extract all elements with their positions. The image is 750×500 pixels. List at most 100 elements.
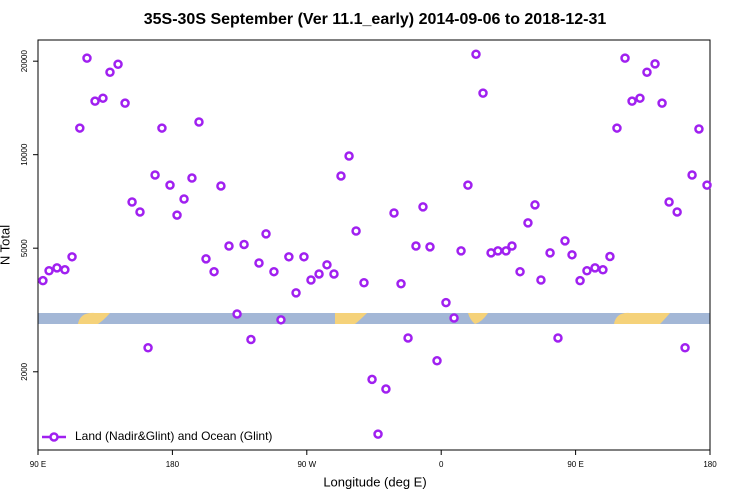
legend-label: Land (Nadir&Glint) and Ocean (Glint): [75, 429, 272, 443]
point: [38, 275, 48, 286]
point: [530, 200, 540, 210]
point: [507, 241, 517, 251]
point: [657, 98, 667, 108]
point: [536, 275, 546, 285]
point: [471, 49, 481, 59]
point: [456, 246, 466, 256]
point: [612, 123, 622, 133]
point: [306, 275, 316, 285]
point: [232, 309, 242, 319]
x-tick-label: 90 W: [297, 460, 316, 469]
point: [432, 356, 442, 366]
point: [515, 266, 525, 277]
plot-frame: [37, 39, 711, 451]
x-tick-label: 90 E: [30, 460, 46, 469]
point: [575, 275, 585, 286]
point: [179, 194, 189, 204]
point: [373, 429, 383, 439]
point: [254, 258, 264, 268]
x-tick-label: 180: [166, 460, 180, 469]
point: [82, 53, 92, 63]
point: [672, 207, 682, 217]
point: [567, 250, 577, 260]
point: [545, 248, 555, 258]
point: [553, 333, 563, 343]
point: [284, 252, 294, 262]
point: [105, 67, 115, 77]
point: [90, 96, 100, 106]
point: [389, 208, 399, 218]
point: [314, 269, 324, 279]
point: [411, 241, 421, 251]
chart-title: 35S-30S September (Ver 11.1_early) 2014-…: [144, 11, 607, 28]
point: [642, 67, 652, 77]
point: [52, 263, 62, 273]
point: [329, 269, 339, 279]
point: [694, 124, 704, 134]
x-tick-label: 180: [703, 460, 717, 469]
y-axis-label: N Total: [0, 225, 12, 265]
point: [463, 180, 473, 190]
point: [418, 202, 428, 212]
point: [209, 266, 219, 277]
point: [664, 197, 674, 207]
point: [135, 207, 145, 217]
point: [322, 260, 332, 270]
x-axis-label: Longitude (deg E): [323, 474, 426, 489]
point: [344, 151, 354, 161]
point: [224, 241, 234, 251]
point: [523, 218, 533, 228]
point: [702, 180, 712, 190]
point: [165, 180, 175, 190]
point: [650, 59, 660, 69]
point: [239, 239, 249, 250]
point: [493, 246, 503, 256]
point: [67, 252, 77, 262]
point: [590, 263, 600, 273]
point: [396, 279, 406, 289]
point: [680, 343, 690, 353]
point: [44, 265, 54, 276]
point: [605, 251, 615, 262]
y-tick-label: 5000: [20, 239, 29, 257]
y-tick-label: 10000: [20, 143, 29, 166]
x-tick-label: 0: [439, 460, 444, 469]
point: [261, 229, 271, 239]
point: [60, 265, 70, 275]
point: [598, 265, 608, 275]
point: [172, 210, 182, 220]
point: [627, 96, 637, 106]
point: [120, 98, 130, 108]
point: [441, 297, 451, 308]
point: [620, 53, 630, 63]
point: [98, 93, 108, 103]
legend-marker: [49, 432, 59, 442]
point: [367, 374, 377, 385]
point: [269, 266, 279, 277]
point: [582, 265, 592, 276]
point: [157, 123, 167, 133]
point: [143, 343, 153, 353]
point: [127, 197, 137, 207]
point: [403, 333, 413, 343]
point: [560, 236, 570, 246]
point: [216, 181, 226, 191]
point: [336, 171, 346, 181]
point: [201, 254, 211, 264]
point: [351, 226, 361, 236]
point: [478, 88, 488, 98]
point: [113, 59, 123, 69]
point: [299, 252, 309, 262]
point: [449, 313, 459, 323]
point: [194, 117, 204, 127]
point: [425, 242, 435, 252]
point: [501, 246, 511, 256]
x-tick-label: 90 E: [567, 460, 583, 469]
point: [635, 93, 645, 103]
point: [75, 123, 85, 133]
map-strip: [38, 312, 710, 324]
point: [150, 170, 160, 180]
point: [246, 334, 256, 345]
y-tick-label: 2000: [20, 362, 29, 380]
